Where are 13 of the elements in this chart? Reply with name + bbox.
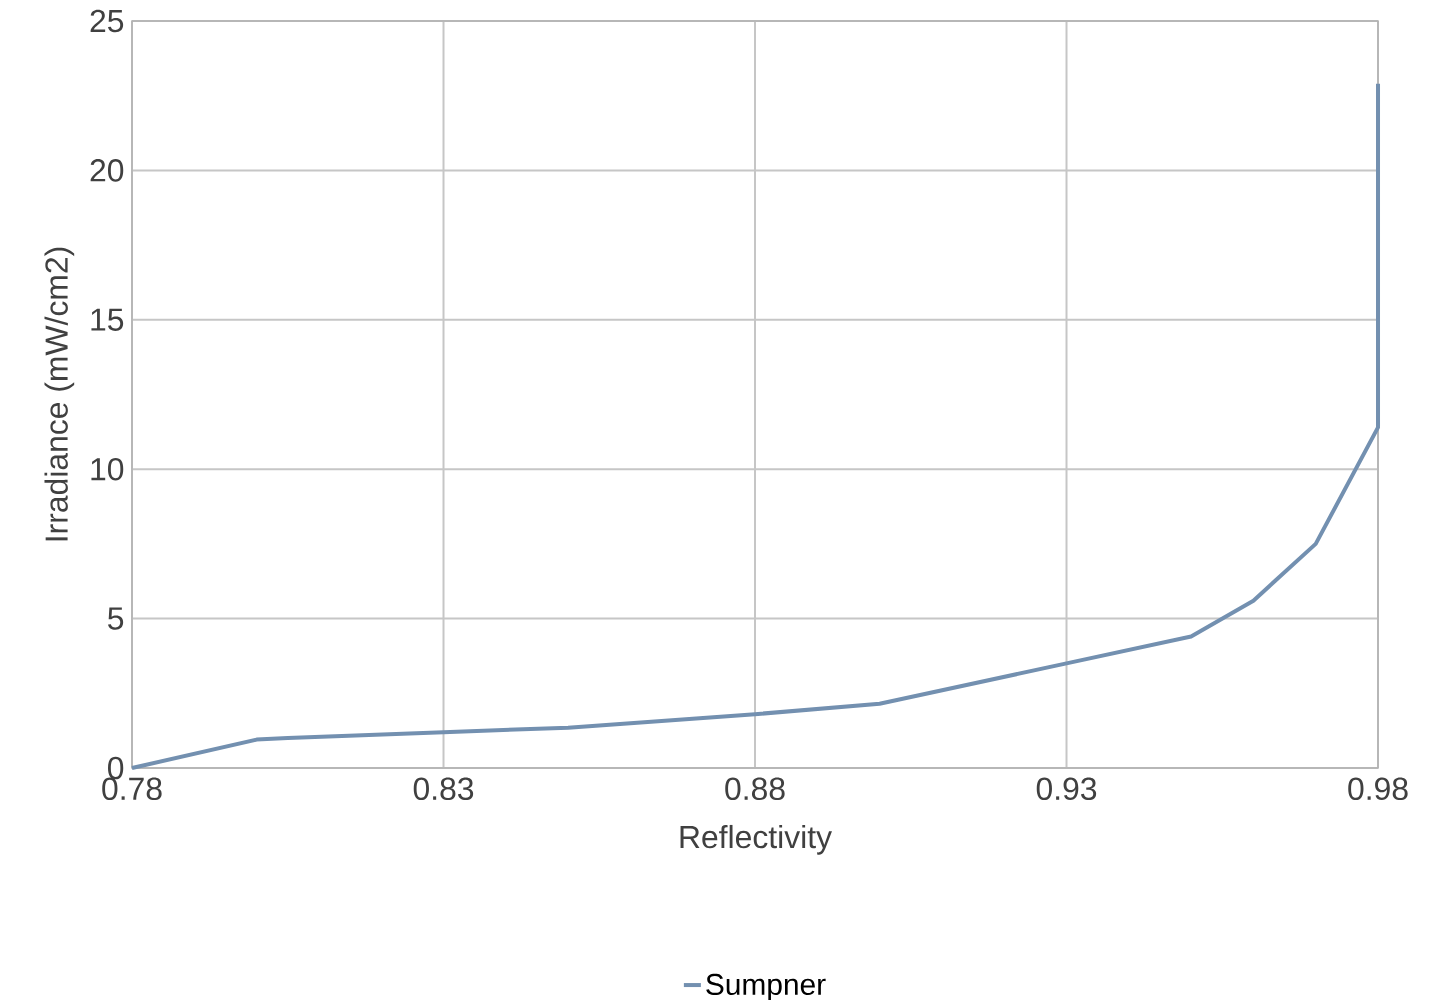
y-tick-label: 5	[108, 607, 124, 630]
y-tick-label: 20	[90, 159, 124, 182]
legend-label: Sumpner	[706, 973, 826, 1000]
y-tick-label: 15	[91, 308, 124, 331]
x-tick-label: 0.88	[725, 777, 785, 800]
x-tick-label: 0.98	[1348, 777, 1408, 800]
x-axis-title: Reflectivity	[680, 824, 832, 855]
y-axis-title: Irradiance (mW/cm2)	[44, 247, 75, 541]
y-tick-label: 25	[90, 9, 124, 33]
y-tick-label: 10	[91, 457, 124, 481]
x-tick-label: 0.93	[1036, 777, 1097, 800]
x-tick-label: 0.83	[413, 777, 474, 800]
line-series	[130, 81, 1381, 770]
